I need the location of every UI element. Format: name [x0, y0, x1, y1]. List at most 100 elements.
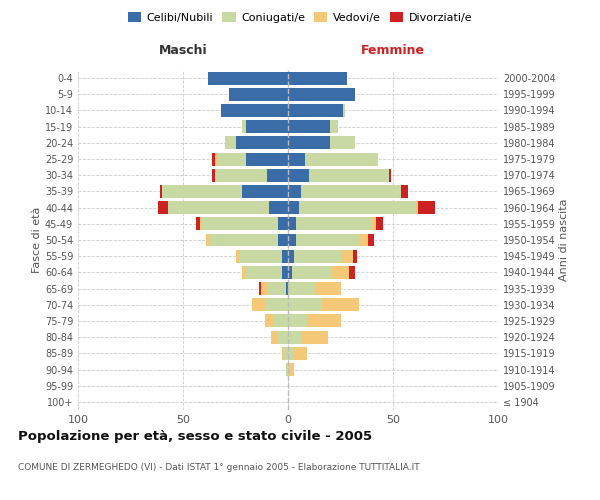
Bar	[217, 152, 246, 166]
Bar	[288, 152, 305, 166]
Bar	[246, 266, 282, 279]
Bar	[242, 120, 246, 133]
Bar	[288, 363, 290, 376]
Bar	[286, 363, 288, 376]
Bar	[162, 185, 242, 198]
Bar	[353, 250, 358, 262]
Bar	[286, 282, 288, 295]
Bar	[242, 266, 246, 279]
Bar	[288, 330, 301, 344]
Bar	[296, 218, 372, 230]
Bar	[284, 347, 288, 360]
Bar	[206, 234, 210, 246]
Bar	[221, 104, 288, 117]
Bar	[274, 314, 288, 328]
Bar	[418, 201, 435, 214]
Bar	[330, 120, 338, 133]
Bar	[235, 136, 288, 149]
Bar	[265, 314, 274, 328]
Bar	[160, 185, 162, 198]
Bar	[215, 152, 217, 166]
Bar	[288, 169, 309, 181]
Bar	[240, 250, 282, 262]
Bar	[349, 266, 355, 279]
Bar	[309, 169, 389, 181]
Bar	[215, 169, 267, 181]
Bar	[288, 234, 296, 246]
Bar	[359, 234, 368, 246]
Bar	[242, 185, 288, 198]
Bar	[288, 72, 347, 85]
Bar	[212, 169, 215, 181]
Bar	[200, 218, 202, 230]
Bar	[288, 218, 296, 230]
Bar	[305, 152, 379, 166]
Bar	[246, 120, 288, 133]
Bar	[372, 218, 376, 230]
Y-axis label: Anni di nascita: Anni di nascita	[559, 198, 569, 281]
Bar	[210, 234, 277, 246]
Y-axis label: Fasce di età: Fasce di età	[32, 207, 42, 273]
Bar	[288, 88, 355, 101]
Bar	[288, 298, 322, 311]
Bar	[158, 201, 168, 214]
Bar	[282, 347, 284, 360]
Text: Popolazione per età, sesso e stato civile - 2005: Popolazione per età, sesso e stato civil…	[18, 430, 372, 443]
Bar	[277, 218, 288, 230]
Bar	[225, 136, 235, 149]
Bar	[259, 282, 260, 295]
Bar	[296, 234, 359, 246]
Bar	[235, 250, 240, 262]
Bar	[288, 282, 316, 295]
Bar	[288, 136, 330, 149]
Bar	[202, 218, 277, 230]
Bar	[196, 218, 200, 230]
Bar	[389, 169, 391, 181]
Bar	[316, 282, 341, 295]
Bar	[299, 201, 416, 214]
Bar	[246, 152, 288, 166]
Bar	[322, 298, 359, 311]
Bar	[295, 347, 307, 360]
Bar	[290, 363, 295, 376]
Bar	[168, 201, 269, 214]
Bar	[288, 314, 307, 328]
Bar	[277, 330, 288, 344]
Bar	[343, 104, 345, 117]
Bar	[212, 152, 215, 166]
Bar	[288, 120, 330, 133]
Bar	[376, 218, 383, 230]
Bar	[269, 201, 288, 214]
Bar	[330, 136, 355, 149]
Bar	[265, 298, 288, 311]
Bar	[252, 298, 265, 311]
Bar	[288, 347, 295, 360]
Text: COMUNE DI ZERMEGHEDO (VI) - Dati ISTAT 1° gennaio 2005 - Elaborazione TUTTITALIA: COMUNE DI ZERMEGHEDO (VI) - Dati ISTAT 1…	[18, 462, 419, 471]
Bar	[332, 266, 349, 279]
Bar	[301, 185, 401, 198]
Bar	[288, 185, 301, 198]
Legend: Celibi/Nubili, Coniugati/e, Vedovi/e, Divorziati/e: Celibi/Nubili, Coniugati/e, Vedovi/e, Di…	[124, 8, 476, 28]
Bar	[288, 104, 343, 117]
Bar	[288, 201, 299, 214]
Bar	[267, 282, 286, 295]
Bar	[282, 266, 288, 279]
Bar	[288, 266, 292, 279]
Bar	[401, 185, 408, 198]
Bar	[271, 330, 277, 344]
Bar	[229, 88, 288, 101]
Bar	[277, 234, 288, 246]
Bar	[301, 330, 328, 344]
Bar	[282, 250, 288, 262]
Bar	[416, 201, 418, 214]
Text: Maschi: Maschi	[158, 44, 208, 57]
Bar	[288, 250, 295, 262]
Bar	[260, 282, 267, 295]
Bar	[307, 314, 341, 328]
Text: Femmine: Femmine	[361, 44, 425, 57]
Bar	[368, 234, 374, 246]
Bar	[267, 169, 288, 181]
Bar	[341, 250, 353, 262]
Bar	[292, 266, 332, 279]
Bar	[208, 72, 288, 85]
